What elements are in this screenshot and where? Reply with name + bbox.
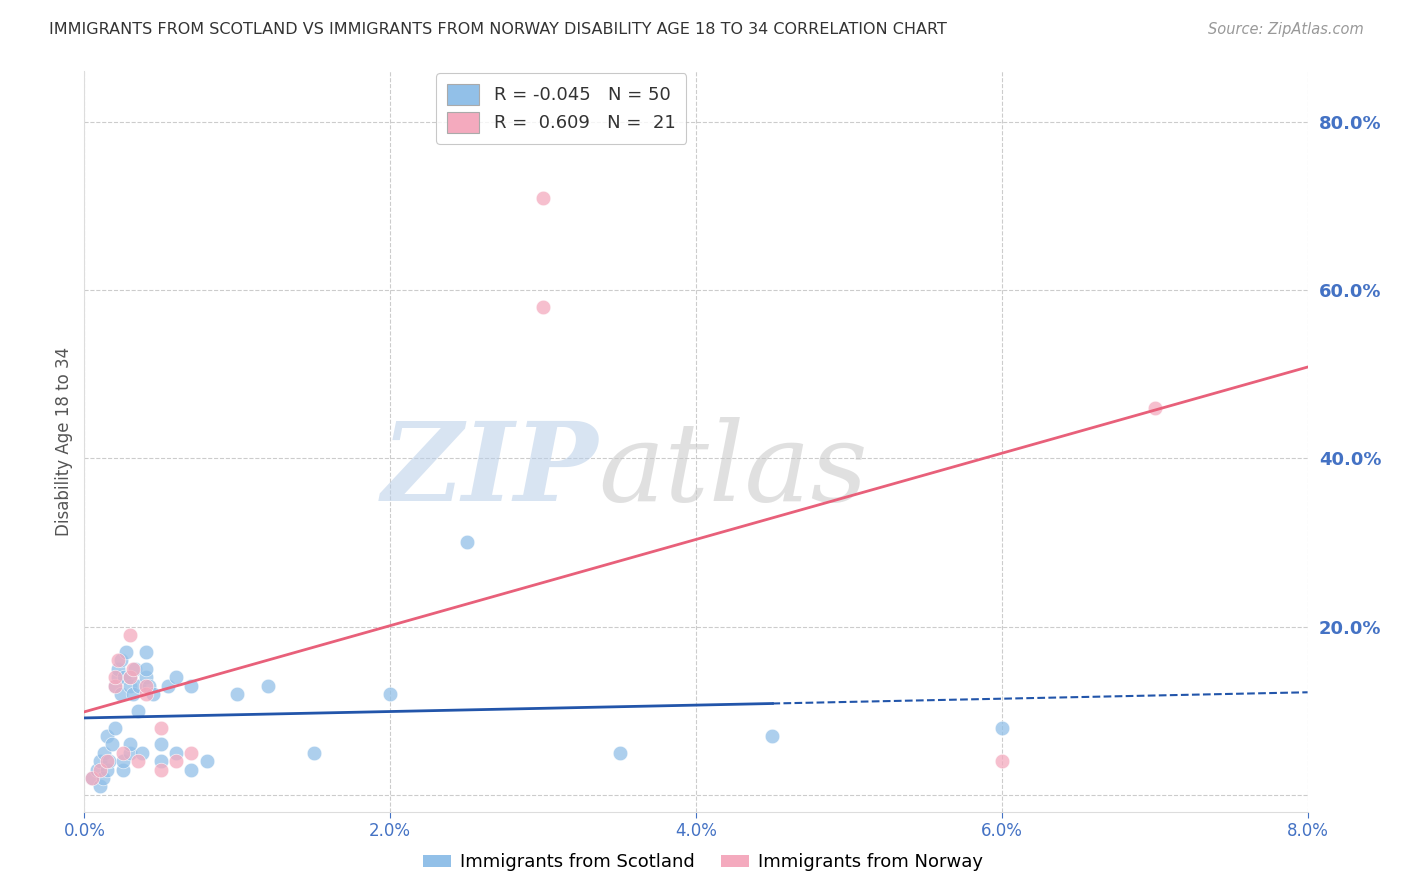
- Point: [456, 535, 478, 549]
- Point: [180, 763, 202, 777]
- Point: [107, 653, 129, 667]
- Point: [120, 670, 142, 684]
- Point: [111, 754, 134, 768]
- Point: [157, 679, 180, 693]
- Text: ZIP: ZIP: [381, 417, 598, 524]
- Point: [122, 687, 145, 701]
- Point: [138, 679, 160, 693]
- Point: [609, 746, 631, 760]
- Point: [111, 746, 134, 760]
- Point: [80, 771, 103, 785]
- Point: [302, 746, 325, 760]
- Point: [107, 670, 129, 684]
- Point: [180, 746, 202, 760]
- Point: [120, 679, 142, 693]
- Point: [89, 754, 111, 768]
- Point: [104, 721, 127, 735]
- Point: [135, 645, 157, 659]
- Point: [991, 721, 1014, 735]
- Point: [165, 670, 187, 684]
- Point: [131, 746, 153, 760]
- Point: [114, 645, 136, 659]
- Point: [101, 738, 124, 752]
- Point: [1143, 401, 1166, 415]
- Point: [104, 679, 127, 693]
- Point: [195, 754, 218, 768]
- Point: [120, 738, 142, 752]
- Point: [122, 662, 145, 676]
- Point: [135, 687, 157, 701]
- Point: [142, 687, 165, 701]
- Point: [135, 679, 157, 693]
- Point: [80, 771, 103, 785]
- Point: [111, 763, 134, 777]
- Point: [96, 763, 118, 777]
- Point: [89, 763, 111, 777]
- Point: [149, 721, 172, 735]
- Point: [97, 754, 120, 768]
- Point: [120, 628, 142, 642]
- Point: [761, 729, 783, 743]
- Text: atlas: atlas: [598, 417, 868, 524]
- Point: [531, 190, 554, 204]
- Point: [96, 729, 118, 743]
- Point: [127, 754, 149, 768]
- Legend: R = -0.045   N = 50, R =  0.609   N =  21: R = -0.045 N = 50, R = 0.609 N = 21: [436, 73, 686, 144]
- Point: [110, 687, 132, 701]
- Point: [165, 754, 187, 768]
- Point: [380, 687, 402, 701]
- Point: [93, 746, 115, 760]
- Point: [149, 738, 172, 752]
- Point: [257, 679, 280, 693]
- Point: [107, 662, 129, 676]
- Point: [104, 679, 127, 693]
- Point: [991, 754, 1014, 768]
- Point: [165, 746, 187, 760]
- Point: [86, 763, 108, 777]
- Point: [127, 704, 149, 718]
- Point: [149, 763, 172, 777]
- Point: [226, 687, 249, 701]
- Point: [128, 679, 150, 693]
- Text: Source: ZipAtlas.com: Source: ZipAtlas.com: [1208, 22, 1364, 37]
- Point: [89, 780, 111, 794]
- Point: [120, 670, 142, 684]
- Y-axis label: Disability Age 18 to 34: Disability Age 18 to 34: [55, 347, 73, 536]
- Point: [135, 662, 157, 676]
- Point: [180, 679, 202, 693]
- Point: [120, 746, 142, 760]
- Point: [104, 670, 127, 684]
- Point: [112, 670, 135, 684]
- Point: [149, 754, 172, 768]
- Point: [96, 754, 118, 768]
- Text: IMMIGRANTS FROM SCOTLAND VS IMMIGRANTS FROM NORWAY DISABILITY AGE 18 TO 34 CORRE: IMMIGRANTS FROM SCOTLAND VS IMMIGRANTS F…: [49, 22, 948, 37]
- Point: [135, 670, 157, 684]
- Point: [124, 662, 146, 676]
- Point: [110, 653, 132, 667]
- Point: [91, 771, 114, 785]
- Legend: Immigrants from Scotland, Immigrants from Norway: Immigrants from Scotland, Immigrants fro…: [416, 847, 990, 879]
- Point: [531, 300, 554, 314]
